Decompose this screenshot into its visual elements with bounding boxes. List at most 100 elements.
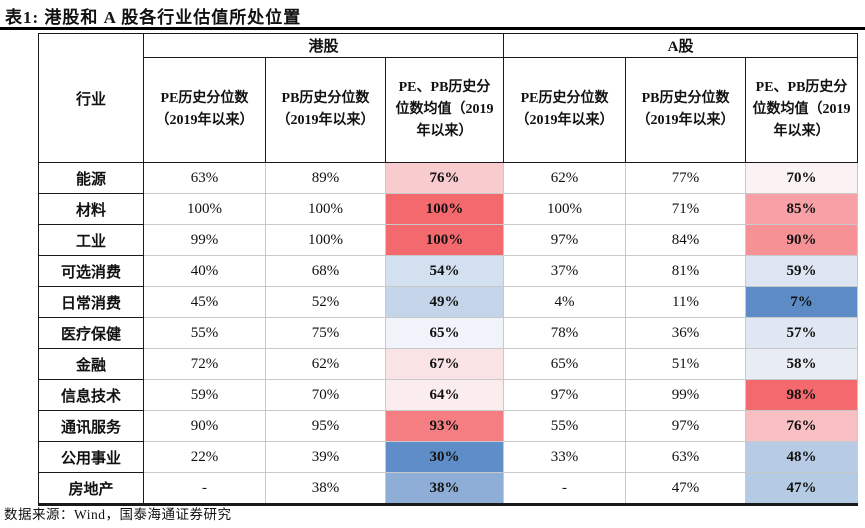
table-row: 金融 72% 62% 67% 65% 51% 58%	[38, 348, 859, 380]
table-body: 能源 63% 89% 76% 62% 77% 70% 材料 100% 100% 100% 100% 71…	[38, 162, 859, 505]
hk-avg-cell: 54%	[384, 255, 505, 287]
table-row: 能源 63% 89% 76% 62% 77% 70%	[38, 162, 859, 194]
a-pe-cell: 65%	[503, 348, 627, 380]
hk-pb-cell: 39%	[265, 441, 386, 473]
data-source-note: 数据来源：Wind，国泰海通证券研究	[4, 507, 232, 522]
industry-cell: 材料	[38, 193, 144, 225]
table-row: 信息技术 59% 70% 64% 97% 99% 98%	[38, 379, 859, 411]
a-avg-cell: 57%	[745, 317, 859, 349]
a-pb-cell: 77%	[625, 162, 747, 194]
industry-cell: 房地产	[38, 472, 144, 505]
hk-pe-cell: 63%	[143, 162, 266, 194]
hk-avg-cell: 64%	[384, 379, 505, 411]
a-pb-cell: 51%	[625, 348, 747, 380]
hk-pe-cell: -	[143, 472, 266, 505]
hk-pb-cell: 38%	[265, 472, 386, 505]
a-avg-cell: 76%	[745, 410, 859, 442]
hk-avg-cell: 100%	[384, 224, 505, 256]
a-avg-cell: 47%	[745, 472, 859, 505]
hk-pe-cell: 99%	[143, 224, 266, 256]
industry-column-header: 行业	[38, 33, 144, 163]
hk-pe-cell: 100%	[143, 193, 266, 225]
a-pb-cell: 11%	[625, 286, 747, 318]
a-pb-cell: 63%	[625, 441, 747, 473]
industry-cell: 金融	[38, 348, 144, 380]
hk-pb-cell: 75%	[265, 317, 386, 349]
industry-cell: 公用事业	[38, 441, 144, 473]
hk-avg-cell: 100%	[384, 193, 505, 225]
a-pb-cell: 99%	[625, 379, 747, 411]
hk-avg-cell: 76%	[384, 162, 505, 194]
a-avg-cell: 85%	[745, 193, 859, 225]
hk-pe-cell: 45%	[143, 286, 266, 318]
table-row: 工业 99% 100% 100% 97% 84% 90%	[38, 224, 859, 256]
table-row: 公用事业 22% 39% 30% 33% 63% 48%	[38, 441, 859, 473]
hk-pe-cell: 72%	[143, 348, 266, 380]
hk-pb-cell: 89%	[265, 162, 386, 194]
title-underline	[0, 27, 865, 30]
hk-pe-cell: 40%	[143, 255, 266, 287]
a-pe-cell: 37%	[503, 255, 627, 287]
a-avg-header: PE、PB历史分位数均值（2019年以来）	[745, 57, 859, 163]
a-pb-header: PB历史分位数（2019年以来）	[625, 57, 747, 163]
a-avg-cell: 90%	[745, 224, 859, 256]
table-row: 房地产 -38% 38% -47% 47%	[38, 472, 859, 505]
a-pe-cell: -	[503, 472, 627, 505]
a-pe-cell: 33%	[503, 441, 627, 473]
a-pe-cell: 4%	[503, 286, 627, 318]
a-pb-cell: 84%	[625, 224, 747, 256]
group-header-row: 行业 港股 A股	[38, 33, 859, 163]
a-pb-cell: 97%	[625, 410, 747, 442]
hk-pb-cell: 100%	[265, 193, 386, 225]
hk-avg-cell: 38%	[384, 472, 505, 505]
hk-avg-cell: 93%	[384, 410, 505, 442]
a-pb-cell: 71%	[625, 193, 747, 225]
hk-avg-cell: 65%	[384, 317, 505, 349]
hk-pb-cell: 70%	[265, 379, 386, 411]
a-pb-cell: 36%	[625, 317, 747, 349]
group-header-a: A股	[503, 33, 859, 58]
hk-pe-cell: 59%	[143, 379, 266, 411]
hk-pb-cell: 68%	[265, 255, 386, 287]
a-pe-cell: 97%	[503, 379, 627, 411]
a-pe-cell: 100%	[503, 193, 627, 225]
industry-cell: 工业	[38, 224, 144, 256]
hk-pe-cell: 55%	[143, 317, 266, 349]
a-pe-header: PE历史分位数（2019年以来）	[503, 57, 627, 163]
table-row: 通讯服务 90% 95% 93% 55% 97% 76%	[38, 410, 859, 442]
industry-cell: 日常消费	[38, 286, 144, 318]
a-pe-cell: 78%	[503, 317, 627, 349]
hk-pe-header: PE历史分位数（2019年以来）	[143, 57, 266, 163]
a-pb-cell: 47%	[625, 472, 747, 505]
a-pe-cell: 97%	[503, 224, 627, 256]
hk-pb-cell: 62%	[265, 348, 386, 380]
hk-pe-cell: 22%	[143, 441, 266, 473]
hk-avg-cell: 67%	[384, 348, 505, 380]
hk-pb-cell: 95%	[265, 410, 386, 442]
a-pe-cell: 55%	[503, 410, 627, 442]
hk-pb-header: PB历史分位数（2019年以来）	[265, 57, 386, 163]
industry-cell: 可选消费	[38, 255, 144, 287]
a-avg-cell: 70%	[745, 162, 859, 194]
table-row: 材料 100% 100% 100% 100% 71% 85%	[38, 193, 859, 225]
hk-pb-cell: 100%	[265, 224, 386, 256]
table-row: 医疗保健 55% 75% 65% 78% 36% 57%	[38, 317, 859, 349]
industry-cell: 医疗保健	[38, 317, 144, 349]
hk-pe-cell: 90%	[143, 410, 266, 442]
a-avg-cell: 58%	[745, 348, 859, 380]
industry-cell: 通讯服务	[38, 410, 144, 442]
sub-header-row: PE历史分位数（2019年以来） PB历史分位数（2019年以来） PE、PB历…	[39, 57, 859, 163]
hk-avg-cell: 30%	[384, 441, 505, 473]
group-header-hk: 港股	[142, 33, 505, 58]
a-avg-cell: 98%	[745, 379, 859, 411]
a-pb-cell: 81%	[625, 255, 747, 287]
hk-pb-cell: 52%	[265, 286, 386, 318]
table-row: 可选消费 40% 68% 54% 37% 81% 59%	[38, 255, 859, 287]
hk-avg-cell: 49%	[384, 286, 505, 318]
industry-cell: 能源	[38, 162, 144, 194]
a-avg-cell: 7%	[745, 286, 859, 318]
a-avg-cell: 48%	[745, 441, 859, 473]
a-pe-cell: 62%	[503, 162, 627, 194]
table-row: 日常消费 45% 52% 49% 4% 11% 7%	[38, 286, 859, 318]
